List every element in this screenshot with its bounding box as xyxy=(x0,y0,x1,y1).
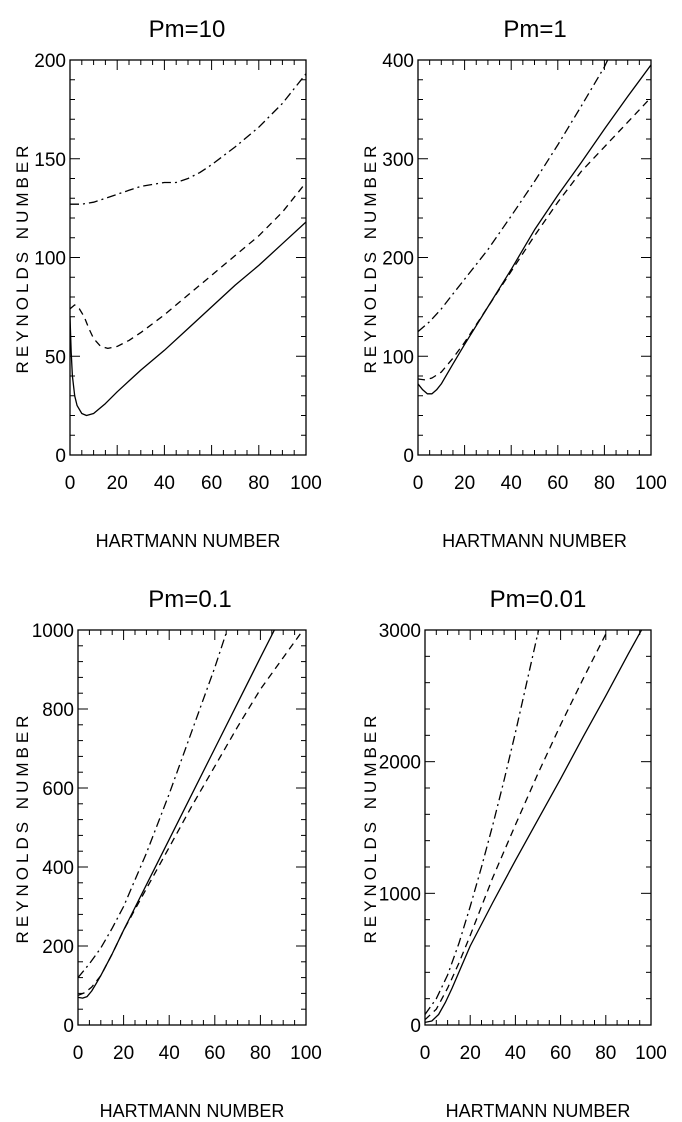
x-tick-label: 100 xyxy=(635,1043,667,1064)
x-tick-label: 60 xyxy=(547,473,568,494)
series-line-dashed xyxy=(70,182,306,350)
x-tick-label: 0 xyxy=(420,1043,431,1064)
series-line-dashdot xyxy=(70,73,306,205)
series-group xyxy=(418,60,651,395)
x-tick-label: 40 xyxy=(505,1043,526,1064)
chart-title: Pm=0.1 xyxy=(148,586,231,613)
y-tick-label: 0 xyxy=(63,1016,74,1037)
y-axis-label: REYNOLDS NUMBER xyxy=(13,712,32,944)
series-line-dashdot xyxy=(78,630,228,979)
series-line-dashed xyxy=(425,630,609,1021)
panel-pm1: Pm=1 0 20 40 60 80 100 0 100 200 300 400 HARTMANN N… xyxy=(361,16,667,551)
x-tick-label: 20 xyxy=(113,1043,134,1064)
x-tick-label: 0 xyxy=(413,473,424,494)
x-tick-label: 60 xyxy=(204,1043,225,1064)
series-group xyxy=(425,630,643,1024)
series-group xyxy=(70,73,306,417)
x-tick-label: 0 xyxy=(65,473,76,494)
x-tick-label: 80 xyxy=(595,1043,616,1064)
x-tick-label: 20 xyxy=(460,1043,481,1064)
series-line-dashdot xyxy=(418,60,609,333)
panel-pm0.1: Pm=0.1 0 20 40 60 80 10002004006008001000HART… xyxy=(13,586,322,1121)
x-tick-label: 100 xyxy=(290,473,322,494)
y-tick-label: 300 xyxy=(382,150,414,171)
x-axis-label: HARTMANN NUMBER xyxy=(96,531,281,551)
x-axis-label: HARTMANN NUMBER xyxy=(446,1101,631,1121)
y-tick-label: 3000 xyxy=(379,621,421,642)
series-line-solid xyxy=(70,221,306,417)
x-tick-label: 80 xyxy=(250,1043,271,1064)
x-tick-label: 100 xyxy=(635,473,667,494)
y-tick-label: 100 xyxy=(34,249,66,270)
y-tick-label: 200 xyxy=(382,249,414,270)
x-tick-label: 80 xyxy=(248,473,269,494)
plot-frame xyxy=(69,59,307,456)
x-tick-label: 60 xyxy=(201,473,222,494)
x-tick-label: 60 xyxy=(550,1043,571,1064)
y-tick-label: 50 xyxy=(45,347,66,368)
x-axis-label: HARTMANN NUMBER xyxy=(442,531,627,551)
chart-title: Pm=1 xyxy=(503,16,566,43)
y-axis-label: REYNOLDS NUMBER xyxy=(13,142,32,374)
y-tick-label: 400 xyxy=(382,51,414,72)
y-tick-label: 600 xyxy=(42,779,74,800)
x-tick-label: 20 xyxy=(454,473,475,494)
series-line-solid xyxy=(78,630,276,999)
x-tick-label: 40 xyxy=(154,473,175,494)
series-group xyxy=(78,630,304,999)
y-tick-label: 400 xyxy=(42,858,74,879)
y-tick-label: 100 xyxy=(382,347,414,368)
y-tick-label: 200 xyxy=(34,51,66,72)
series-line-dashed xyxy=(78,630,304,997)
y-tick-label: 150 xyxy=(34,150,66,171)
x-tick-label: 40 xyxy=(159,1043,180,1064)
y-tick-label: 1000 xyxy=(32,621,74,642)
series-line-solid xyxy=(418,64,651,395)
y-axis-label: REYNOLDS NUMBER xyxy=(361,712,380,944)
x-tick-label: 20 xyxy=(107,473,128,494)
panel-pm10: Pm=10 0 20 40 60 80 100 0 50 100 150 200 HARTMANN N… xyxy=(13,16,322,551)
y-tick-label: 0 xyxy=(410,1016,421,1037)
x-tick-label: 0 xyxy=(73,1043,84,1064)
y-tick-label: 1000 xyxy=(379,884,421,905)
plot-frame xyxy=(417,59,652,456)
plot-frame xyxy=(77,629,307,1026)
plot-frame xyxy=(424,629,652,1026)
x-tick-label: 40 xyxy=(501,473,522,494)
chart-title: Pm=0.01 xyxy=(490,586,587,613)
panel-pm0.01: Pm=0.01 0 20 40 60 80 1000100020003000HARTMAN… xyxy=(361,586,667,1121)
x-tick-label: 100 xyxy=(290,1043,322,1064)
y-axis-label: REYNOLDS NUMBER xyxy=(361,142,380,374)
y-tick-label: 800 xyxy=(42,700,74,721)
y-tick-label: 0 xyxy=(55,446,66,467)
series-line-dashdot xyxy=(425,630,540,1015)
x-tick-label: 80 xyxy=(594,473,615,494)
y-tick-label: 0 xyxy=(403,446,414,467)
chart-title: Pm=10 xyxy=(149,16,226,43)
y-tick-label: 200 xyxy=(42,937,74,958)
series-line-solid xyxy=(425,630,643,1024)
y-tick-label: 2000 xyxy=(379,753,421,774)
series-line-dashed xyxy=(418,97,651,381)
x-axis-label: HARTMANN NUMBER xyxy=(100,1101,285,1121)
